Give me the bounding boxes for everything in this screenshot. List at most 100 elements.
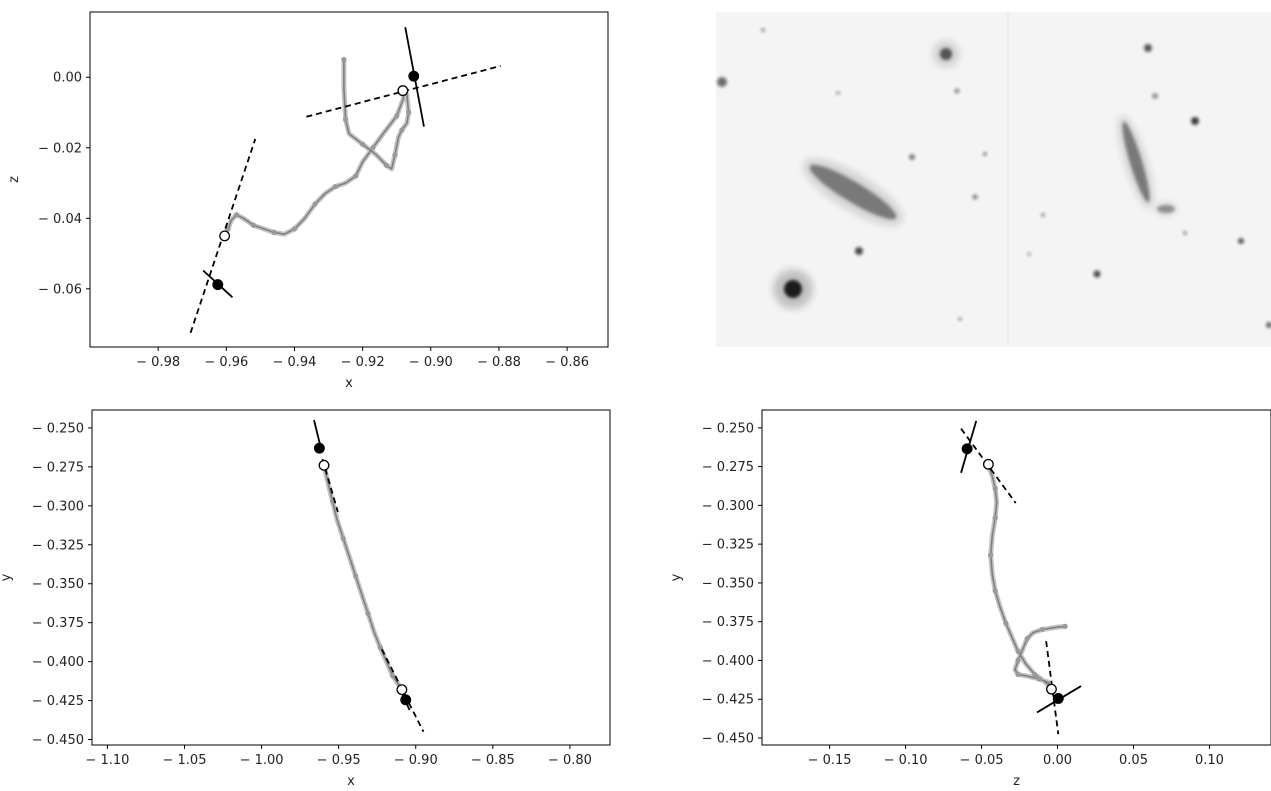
trajectory-point xyxy=(340,535,346,542)
trajectory-point xyxy=(399,127,405,133)
trajectory-point xyxy=(1024,636,1030,642)
x-axis-label: x xyxy=(347,774,355,789)
galaxy-blob xyxy=(1122,121,1150,203)
y-tick-label: − 0.375 xyxy=(32,616,84,631)
y-tick-label: − 0.275 xyxy=(32,460,84,475)
x-tick-label: − 0.05 xyxy=(960,753,1004,768)
y-tick-label: − 0.450 xyxy=(702,732,754,747)
x-tick-label: 0.10 xyxy=(1195,753,1224,768)
trajectory-point xyxy=(992,485,998,491)
trajectory-point xyxy=(1039,626,1045,633)
y-tick-label: − 0.300 xyxy=(32,499,84,514)
trajectory-point xyxy=(360,141,366,147)
x-tick-label: − 1.10 xyxy=(85,753,129,768)
galaxy-blob xyxy=(809,164,897,220)
trajectory-point xyxy=(1015,671,1021,678)
y-tick-label: − 0.450 xyxy=(32,733,84,748)
x-tick-label: − 0.90 xyxy=(409,355,453,370)
y-tick-label: − 0.250 xyxy=(32,421,84,436)
star-blob xyxy=(1027,252,1031,256)
plot-xy: − 1.10 − 1.05 − 1.00 − 0.95 − 0.90 − 0.85 − 0.… xyxy=(0,409,611,789)
star-blob xyxy=(940,48,952,60)
filled-marker xyxy=(212,279,224,291)
y-tick-label: − 0.375 xyxy=(702,615,754,630)
trajectory-line xyxy=(323,465,403,691)
trajectory-point xyxy=(312,201,318,207)
axes-frame xyxy=(89,11,609,348)
trajectory-point xyxy=(988,552,994,558)
open-marker xyxy=(396,684,408,696)
trajectory-point xyxy=(250,222,257,228)
x-tick-label: − 0.15 xyxy=(808,753,852,768)
tangent-dashed-line xyxy=(1045,640,1060,735)
star-blob xyxy=(855,247,863,255)
x-axis-label: x xyxy=(345,376,353,391)
trajectory-point xyxy=(392,152,398,158)
star-blob xyxy=(983,152,987,156)
trajectory-point xyxy=(353,173,359,179)
filled-marker xyxy=(400,694,412,706)
filled-marker xyxy=(961,443,973,455)
trajectory-point xyxy=(271,229,277,235)
star-blob xyxy=(1183,231,1187,235)
x-tick-label: − 1.00 xyxy=(240,753,284,768)
trajectory-point xyxy=(377,645,383,651)
star-blob xyxy=(1238,238,1244,244)
trajectory-point xyxy=(1032,671,1038,678)
x-tick-label: − 0.86 xyxy=(545,355,589,370)
open-marker xyxy=(318,459,330,471)
y-tick-label: − 0.350 xyxy=(702,576,754,591)
trajectory-point xyxy=(383,162,390,168)
trajectory-point xyxy=(394,113,400,119)
x-tick-label: − 0.98 xyxy=(136,355,180,370)
y-tick-label: − 0.425 xyxy=(702,693,754,708)
x-tick-label: 0.00 xyxy=(1043,753,1072,768)
x-axis-label: z xyxy=(1013,774,1020,789)
trajectory-point xyxy=(992,588,998,594)
trajectory-point xyxy=(353,573,359,579)
star-blob xyxy=(784,280,802,298)
star-blob xyxy=(909,154,915,160)
y-tick-label: − 0.275 xyxy=(702,460,754,475)
tangent-dashed-line xyxy=(321,458,339,513)
star-blob xyxy=(1152,93,1158,99)
trajectory-halo xyxy=(321,462,405,693)
filled-marker xyxy=(408,70,420,82)
open-marker xyxy=(1045,683,1057,695)
y-axis-label: z xyxy=(7,176,22,183)
axes-frame xyxy=(91,409,611,746)
y-tick-label: − 0.02 xyxy=(38,141,82,156)
y-tick-label: − 0.400 xyxy=(702,654,754,669)
trajectory-point xyxy=(1015,657,1021,664)
trajectory-point xyxy=(365,610,371,616)
trajectory-point xyxy=(1036,676,1042,682)
x-tick-label: − 0.94 xyxy=(272,355,316,370)
x-tick-label: 0.05 xyxy=(1119,753,1148,768)
star-blob xyxy=(972,194,978,200)
x-tick-label: − 0.88 xyxy=(477,355,521,370)
y-tick-label: − 0.250 xyxy=(702,421,754,436)
star-blob xyxy=(836,91,840,95)
star-blob xyxy=(1093,270,1101,278)
trajectory-point xyxy=(370,145,376,151)
x-tick-label: − 1.05 xyxy=(163,753,207,768)
trajectory-point xyxy=(992,515,998,521)
axes-frame xyxy=(761,409,1271,746)
star-blob xyxy=(1266,322,1271,328)
trajectory-point xyxy=(233,212,240,218)
tangent-dashed-line xyxy=(381,648,425,733)
open-marker xyxy=(982,458,994,470)
plot-zy: − 0.15 − 0.10 − 0.05 0.00 0.05 0.10 − 0.250 − 0… xyxy=(669,409,1271,789)
y-tick-label: − 0.425 xyxy=(32,694,84,709)
star-blob xyxy=(1041,213,1045,217)
y-tick-label: − 0.350 xyxy=(32,577,84,592)
trajectory-point xyxy=(291,226,298,232)
trajectory-line xyxy=(987,464,1066,690)
x-tick-label: − 0.80 xyxy=(548,753,592,768)
y-axis-label: y xyxy=(669,573,684,581)
x-tick-label: − 0.90 xyxy=(394,753,438,768)
star-blob xyxy=(717,77,727,87)
x-tick-label: − 0.95 xyxy=(317,753,361,768)
filled-marker xyxy=(1052,693,1064,704)
x-tick-label: − 0.10 xyxy=(884,753,928,768)
